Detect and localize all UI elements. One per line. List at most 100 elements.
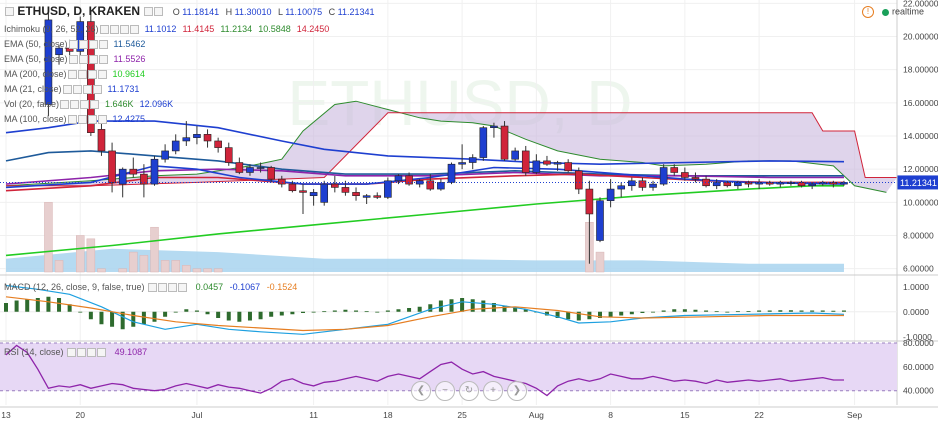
indicator-add-icon[interactable] bbox=[88, 40, 98, 50]
candle[interactable] bbox=[97, 129, 106, 152]
candle[interactable] bbox=[712, 182, 721, 187]
candle[interactable] bbox=[405, 175, 413, 185]
indicator-legend-row[interactable]: MA (21, close) 11.1731 bbox=[4, 84, 139, 95]
macd-visibility-icon[interactable] bbox=[158, 283, 168, 293]
indicator-settings-icon[interactable] bbox=[62, 85, 72, 95]
candle[interactable] bbox=[394, 175, 403, 182]
indicator-settings-icon[interactable] bbox=[99, 25, 109, 35]
collapse-icon[interactable] bbox=[5, 7, 14, 17]
candle[interactable] bbox=[277, 178, 286, 185]
candle[interactable] bbox=[670, 167, 679, 173]
indicator-close-icon[interactable] bbox=[97, 70, 107, 80]
scroll-left-button[interactable]: ❮ bbox=[411, 381, 431, 401]
indicator-add-icon[interactable] bbox=[119, 25, 129, 35]
indicator-settings-icon[interactable] bbox=[68, 40, 78, 50]
indicator-legend-row[interactable]: EMA (50, close) 11.5462 bbox=[4, 39, 145, 50]
indicator-legend-row[interactable]: MA (200, close) 10.9614 bbox=[4, 69, 145, 80]
candle[interactable] bbox=[564, 162, 572, 172]
candle[interactable] bbox=[362, 195, 371, 198]
zoom-out-button[interactable]: − bbox=[435, 381, 455, 401]
candle[interactable] bbox=[543, 160, 551, 165]
candle[interactable] bbox=[521, 150, 530, 173]
indicator-visibility-icon[interactable] bbox=[78, 40, 88, 50]
candle[interactable] bbox=[479, 127, 488, 158]
candle[interactable] bbox=[118, 168, 127, 185]
candle[interactable] bbox=[744, 182, 753, 185]
indicator-add-icon[interactable] bbox=[87, 115, 97, 125]
macd-legend[interactable]: MACD (12, 26, close, 9, false, true) 0.0… bbox=[4, 282, 298, 293]
candle[interactable] bbox=[267, 167, 275, 180]
candle[interactable] bbox=[490, 125, 498, 129]
candle[interactable] bbox=[691, 177, 700, 180]
candle[interactable] bbox=[659, 167, 668, 185]
candle[interactable] bbox=[161, 150, 169, 160]
candle[interactable] bbox=[235, 162, 244, 173]
indicator-add-icon[interactable] bbox=[80, 100, 90, 110]
candle[interactable] bbox=[500, 125, 509, 160]
macd-add-icon[interactable] bbox=[168, 283, 178, 293]
macd-close-icon[interactable] bbox=[178, 283, 188, 293]
symbol-title[interactable]: ETHUSD, D, KRAKEN O 11.18141 H 11.30010 … bbox=[4, 4, 375, 18]
rsi-legend[interactable]: RSI (14, close) 49.1087 bbox=[4, 347, 148, 358]
candle[interactable] bbox=[246, 167, 254, 173]
candle[interactable] bbox=[426, 180, 435, 190]
candle[interactable] bbox=[574, 170, 583, 190]
candle[interactable] bbox=[437, 182, 445, 190]
indicator-close-icon[interactable] bbox=[129, 25, 139, 35]
candle[interactable] bbox=[182, 137, 191, 142]
indicator-add-icon[interactable] bbox=[88, 55, 98, 65]
candle[interactable] bbox=[596, 200, 604, 241]
indicator-close-icon[interactable] bbox=[98, 40, 108, 50]
indicator-legend-row[interactable]: MA (100, close) 12.4275 bbox=[4, 114, 145, 125]
indicator-legend-row[interactable]: EMA (50, close) 11.5526 bbox=[4, 54, 145, 65]
candle[interactable] bbox=[468, 157, 477, 163]
indicator-close-icon[interactable] bbox=[98, 55, 108, 65]
settings-icon[interactable] bbox=[144, 7, 154, 17]
candle[interactable] bbox=[681, 172, 689, 178]
candle[interactable] bbox=[140, 173, 148, 185]
visibility-icon[interactable] bbox=[154, 7, 164, 17]
candle[interactable] bbox=[617, 185, 626, 190]
candle[interactable] bbox=[299, 190, 307, 193]
candle[interactable] bbox=[331, 183, 339, 188]
candle[interactable] bbox=[765, 182, 774, 185]
candle[interactable] bbox=[288, 183, 297, 192]
candle[interactable] bbox=[829, 182, 838, 185]
candle[interactable] bbox=[734, 182, 742, 187]
candle[interactable] bbox=[511, 150, 519, 160]
indicator-visibility-icon[interactable] bbox=[77, 70, 87, 80]
macd-settings-icon[interactable] bbox=[148, 283, 158, 293]
candle[interactable] bbox=[44, 19, 53, 105]
candle[interactable] bbox=[55, 47, 63, 56]
candle[interactable] bbox=[309, 192, 318, 197]
indicator-close-icon[interactable] bbox=[90, 100, 100, 110]
indicator-visibility-icon[interactable] bbox=[70, 100, 80, 110]
candle[interactable] bbox=[150, 158, 159, 185]
indicator-legend-row[interactable]: Vol (20, false) 1.646K 12.096K bbox=[4, 99, 173, 110]
rsi-close-icon[interactable] bbox=[97, 348, 107, 358]
candle[interactable] bbox=[193, 134, 201, 138]
candle[interactable] bbox=[214, 140, 222, 148]
indicator-settings-icon[interactable] bbox=[67, 70, 77, 80]
candle[interactable] bbox=[373, 195, 382, 198]
candle[interactable] bbox=[787, 182, 795, 184]
indicator-visibility-icon[interactable] bbox=[77, 115, 87, 125]
indicator-settings-icon[interactable] bbox=[68, 55, 78, 65]
indicator-close-icon[interactable] bbox=[97, 115, 107, 125]
candle[interactable] bbox=[553, 162, 562, 165]
candle[interactable] bbox=[808, 183, 816, 187]
indicator-settings-icon[interactable] bbox=[60, 100, 70, 110]
indicator-close-icon[interactable] bbox=[92, 85, 102, 95]
indicator-visibility-icon[interactable] bbox=[109, 25, 119, 35]
candle[interactable] bbox=[606, 188, 615, 201]
candle[interactable] bbox=[585, 188, 594, 215]
indicator-add-icon[interactable] bbox=[87, 70, 97, 80]
indicator-visibility-icon[interactable] bbox=[72, 85, 82, 95]
clock-icon[interactable]: ! bbox=[861, 6, 874, 18]
candle[interactable] bbox=[108, 150, 116, 183]
candle[interactable] bbox=[171, 140, 180, 152]
rsi-add-icon[interactable] bbox=[87, 348, 97, 358]
candle[interactable] bbox=[256, 167, 265, 169]
